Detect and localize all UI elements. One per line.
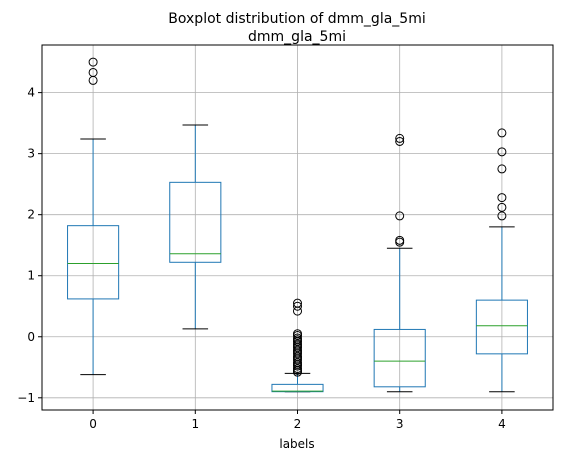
- x-tick-label: 3: [396, 417, 404, 431]
- outlier-point: [395, 133, 405, 143]
- box-iqr: [169, 181, 222, 263]
- box-group-0: [67, 57, 120, 376]
- box-group-1: [169, 124, 222, 330]
- chart-title: Boxplot distribution of dmm_gla_5mi: [168, 11, 425, 27]
- box-iqr: [373, 328, 426, 388]
- outlier-point: [293, 329, 302, 339]
- y-tick-label: 1: [27, 269, 35, 283]
- box-group-2: [271, 298, 324, 393]
- boxes: [67, 57, 528, 393]
- outlier-point: [293, 357, 302, 367]
- outlier-point: [497, 128, 507, 138]
- box-iqr: [475, 299, 528, 355]
- box-group-4: [475, 128, 528, 393]
- outlier-point: [293, 298, 302, 308]
- outlier-point: [88, 67, 98, 77]
- outlier-point: [88, 57, 98, 67]
- x-tick-label: 0: [89, 417, 97, 431]
- x-tick-label: 2: [294, 417, 302, 431]
- x-axis-label: labels: [279, 437, 314, 451]
- box-iqr: [271, 383, 324, 393]
- y-tick-label: 4: [27, 86, 35, 100]
- box-iqr: [67, 225, 120, 300]
- outlier-point: [497, 193, 507, 203]
- y-tick-label: 0: [27, 330, 35, 344]
- outlier-point: [293, 339, 302, 349]
- outlier-point: [497, 164, 507, 174]
- outlier-point: [395, 136, 405, 146]
- outlier-point: [293, 333, 302, 343]
- outlier-point: [497, 147, 507, 157]
- axes: −1 0 1 2 3 4 0 1 2 3 4: [17, 44, 554, 431]
- outlier-point: [395, 235, 405, 245]
- box-group-3: [373, 133, 426, 393]
- chart-subtitle: dmm_gla_5mi: [248, 29, 346, 45]
- outlier-point: [293, 363, 302, 373]
- outlier-point: [395, 211, 405, 221]
- outlier-point: [293, 345, 302, 355]
- y-tick-label: 2: [27, 208, 35, 222]
- y-tick-label: 3: [27, 147, 35, 161]
- grid: [42, 45, 553, 410]
- outlier-point: [497, 211, 507, 221]
- x-tick-label: 4: [498, 417, 506, 431]
- outlier-point: [293, 351, 302, 361]
- x-tick-label: 1: [191, 417, 199, 431]
- outlier-point: [293, 301, 302, 311]
- y-tick-label: −1: [17, 391, 35, 405]
- outlier-point: [497, 202, 507, 212]
